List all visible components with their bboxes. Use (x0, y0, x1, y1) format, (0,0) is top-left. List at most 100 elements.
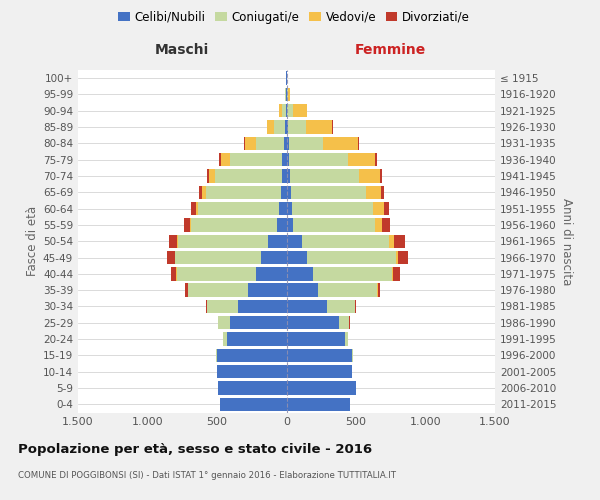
Bar (347, 153, 376, 166)
Bar (287, 153, 289, 166)
Bar (185, 284, 188, 297)
Bar (327, 300, 355, 313)
Bar (381, 186, 384, 199)
Bar (358, 136, 359, 150)
Bar (262, 251, 287, 264)
Bar (287, 332, 345, 346)
Bar (167, 251, 175, 264)
Bar (287, 136, 289, 150)
Bar (191, 218, 277, 232)
Bar (215, 170, 281, 182)
Bar (293, 218, 376, 232)
Bar (290, 170, 359, 182)
Bar (244, 136, 245, 150)
Bar (340, 316, 349, 330)
Bar (284, 88, 286, 101)
Bar (283, 104, 286, 118)
Bar (279, 202, 287, 215)
Bar (392, 267, 393, 280)
Bar (323, 136, 358, 150)
Bar (355, 300, 356, 313)
Bar (287, 120, 288, 134)
Bar (223, 332, 227, 346)
Bar (218, 382, 287, 394)
Y-axis label: Anni di nascita: Anni di nascita (560, 198, 573, 285)
Bar (287, 284, 319, 297)
Bar (307, 251, 397, 264)
Bar (397, 251, 398, 264)
Bar (198, 202, 279, 215)
Bar (176, 267, 256, 280)
Bar (196, 202, 198, 215)
Bar (227, 332, 287, 346)
Bar (287, 348, 352, 362)
Bar (287, 234, 302, 248)
Bar (302, 234, 389, 248)
Bar (293, 104, 307, 118)
Bar (359, 170, 380, 182)
Bar (389, 234, 394, 248)
Bar (206, 170, 209, 182)
Bar (384, 202, 389, 215)
Bar (287, 365, 352, 378)
Bar (306, 120, 332, 134)
Bar (288, 120, 306, 134)
Bar (380, 170, 382, 182)
Bar (398, 251, 408, 264)
Bar (287, 251, 307, 264)
Bar (238, 300, 287, 313)
Bar (217, 365, 287, 378)
Bar (313, 267, 392, 280)
Bar (287, 267, 313, 280)
Bar (178, 234, 268, 248)
Bar (209, 170, 215, 182)
Bar (286, 104, 287, 118)
Bar (230, 153, 283, 166)
Bar (274, 120, 285, 134)
Bar (206, 300, 207, 313)
Bar (245, 136, 256, 150)
Bar (285, 120, 287, 134)
Bar (287, 88, 290, 101)
Bar (287, 398, 350, 411)
Text: Femmine: Femmine (355, 43, 427, 57)
Y-axis label: Fasce di età: Fasce di età (26, 206, 39, 276)
Bar (289, 153, 347, 166)
Bar (352, 348, 353, 362)
Bar (256, 136, 284, 150)
Legend: Celibi/Nubili, Coniugati/e, Vedovi/e, Divorziati/e: Celibi/Nubili, Coniugati/e, Vedovi/e, Di… (113, 6, 475, 28)
Bar (287, 300, 327, 313)
Bar (220, 398, 287, 411)
Bar (373, 202, 384, 215)
Bar (319, 284, 377, 297)
Bar (219, 153, 221, 166)
Bar (277, 218, 287, 232)
Bar (171, 267, 176, 280)
Bar (284, 136, 287, 150)
Bar (206, 186, 281, 199)
Bar (230, 316, 287, 330)
Bar (202, 186, 206, 199)
Bar (207, 300, 238, 313)
Bar (345, 332, 347, 346)
Bar (289, 136, 323, 150)
Bar (287, 104, 293, 118)
Bar (279, 104, 283, 118)
Bar (177, 234, 178, 248)
Bar (218, 316, 230, 330)
Bar (169, 234, 177, 248)
Bar (287, 202, 292, 215)
Bar (287, 316, 340, 330)
Bar (376, 153, 377, 166)
Bar (287, 186, 290, 199)
Bar (292, 202, 373, 215)
Bar (290, 186, 366, 199)
Text: Popolazione per età, sesso e stato civile - 2016: Popolazione per età, sesso e stato civil… (18, 442, 372, 456)
Bar (287, 170, 290, 182)
Bar (376, 218, 382, 232)
Bar (366, 186, 381, 199)
Bar (287, 382, 356, 394)
Bar (394, 234, 404, 248)
Bar (221, 153, 230, 166)
Bar (188, 284, 248, 297)
